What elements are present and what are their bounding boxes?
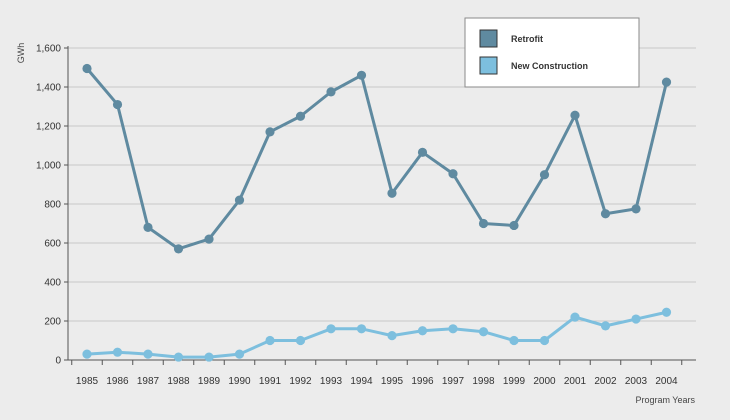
data-point-new-construction-1990 <box>234 349 245 359</box>
y-tick-label: 0 <box>55 356 61 367</box>
y-tick-label: 1,000 <box>36 161 61 172</box>
x-axis-title: Program Years <box>635 395 695 405</box>
y-tick-label: 1,600 <box>36 44 61 55</box>
data-point-new-construction-2002 <box>600 321 611 331</box>
x-tick-label-1991: 1991 <box>259 376 282 387</box>
data-point-new-construction-1996 <box>417 326 428 336</box>
x-tick-label-1995: 1995 <box>381 376 404 387</box>
y-tick-label: 800 <box>44 200 61 211</box>
series-line-retrofit <box>85 67 668 251</box>
data-point-retrofit-1992 <box>295 111 306 121</box>
x-tick-label-1996: 1996 <box>411 376 434 387</box>
data-point-retrofit-1996 <box>417 147 428 157</box>
x-tick-label-1994: 1994 <box>350 376 373 387</box>
x-tick-label-1998: 1998 <box>472 376 495 387</box>
legend-box <box>464 17 640 88</box>
axes <box>64 46 696 365</box>
y-tick-label: 1,200 <box>36 122 61 133</box>
x-tick-label-1997: 1997 <box>442 376 465 387</box>
data-point-new-construction-1991 <box>265 335 275 346</box>
x-tick-label-1988: 1988 <box>167 376 190 387</box>
data-point-new-construction-1993 <box>326 324 336 334</box>
data-point-new-construction-1987 <box>143 349 153 359</box>
data-point-new-construction-2000 <box>539 335 550 346</box>
series-layer <box>82 63 672 362</box>
x-tick-label-1990: 1990 <box>228 376 251 387</box>
x-tick-label-2001: 2001 <box>564 376 587 387</box>
data-point-retrofit-1993 <box>326 87 336 97</box>
data-point-retrofit-1990 <box>234 195 245 205</box>
x-tick-label-2003: 2003 <box>625 376 648 387</box>
y-tick-labels: 0 200 400 600 800 1,000 1,200 1,400 1,600 <box>36 44 61 367</box>
data-point-retrofit-2000 <box>539 170 550 180</box>
data-point-new-construction-1995 <box>387 331 397 341</box>
data-point-retrofit-2003 <box>631 204 641 214</box>
x-tick-labels: 1985 1986 1987 1988 1989 1990 1991 1992 1993 1994… <box>76 376 678 387</box>
data-point-new-construction-1989 <box>204 352 214 362</box>
x-tick-label-1999: 1999 <box>503 376 526 387</box>
data-point-retrofit-2004 <box>661 77 672 87</box>
data-point-retrofit-1997 <box>448 169 458 179</box>
series-line-new-construction <box>86 310 667 359</box>
data-point-new-construction-1994 <box>356 324 367 334</box>
data-point-retrofit-1986 <box>112 99 123 110</box>
data-point-new-construction-2001 <box>570 312 580 322</box>
data-point-new-construction-1988 <box>173 352 184 362</box>
legend-swatch-new-construction <box>479 56 498 75</box>
x-tick-label-1987: 1987 <box>137 376 160 387</box>
x-tick-label-1992: 1992 <box>289 376 312 387</box>
legend-swatch-retrofit <box>479 29 498 48</box>
data-point-retrofit-1988 <box>173 244 184 254</box>
y-tick-label: 400 <box>44 278 61 289</box>
legend: Retrofit New Construction <box>464 17 640 88</box>
data-point-retrofit-2002 <box>600 209 611 219</box>
data-point-new-construction-2003 <box>631 314 641 324</box>
x-tick-label-2004: 2004 <box>655 376 678 387</box>
data-point-retrofit-1998 <box>478 218 489 229</box>
y-axis-title: GWh <box>16 43 26 64</box>
legend-label-new-construction: New Construction <box>511 61 588 71</box>
data-point-new-construction-1992 <box>295 335 306 346</box>
x-tick-label-2002: 2002 <box>594 376 617 387</box>
data-point-new-construction-2004 <box>661 307 672 317</box>
data-point-retrofit-1989 <box>204 234 214 244</box>
x-tick-label-1985: 1985 <box>76 376 99 387</box>
data-point-retrofit-2001 <box>570 110 580 120</box>
data-point-new-construction-1999 <box>509 335 519 346</box>
data-point-new-construction-1997 <box>448 324 458 334</box>
data-point-retrofit-1999 <box>509 220 519 231</box>
data-point-new-construction-1998 <box>478 327 489 337</box>
y-tick-label: 600 <box>44 239 61 250</box>
data-point-new-construction-1986 <box>112 347 123 357</box>
x-tick-label-1986: 1986 <box>106 376 129 387</box>
x-tick-label-1993: 1993 <box>320 376 343 387</box>
data-point-retrofit-1991 <box>265 127 275 137</box>
y-tick-label: 200 <box>44 317 61 328</box>
legend-label-retrofit: Retrofit <box>511 34 543 44</box>
x-tick-label-1989: 1989 <box>198 376 221 387</box>
x-tick-label-2000: 2000 <box>533 376 556 387</box>
data-point-retrofit-1995 <box>387 188 397 198</box>
data-point-retrofit-1985 <box>82 63 92 74</box>
data-point-retrofit-1987 <box>143 222 153 232</box>
data-point-new-construction-1985 <box>82 349 92 359</box>
gridlines <box>68 47 696 322</box>
y-tick-label: 1,400 <box>36 83 61 94</box>
data-point-retrofit-1994 <box>356 70 367 80</box>
